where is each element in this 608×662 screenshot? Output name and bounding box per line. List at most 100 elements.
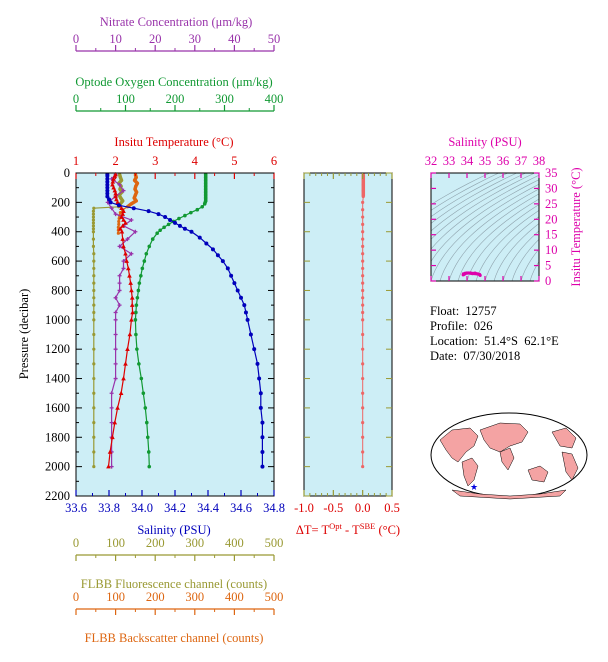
profile-row: Profile: 026 xyxy=(430,319,559,334)
salinity-axis-title: Salinity (PSU) xyxy=(137,523,210,537)
nitrate-point xyxy=(113,361,118,366)
fluorescence-tick-label: 500 xyxy=(265,536,284,550)
fluorescence-point xyxy=(92,303,96,307)
ts-density-contour xyxy=(431,173,508,218)
delta-t-point xyxy=(361,318,365,322)
ts-density-contour xyxy=(448,193,539,281)
fluorescence-point xyxy=(91,237,96,241)
fluorescence-point xyxy=(92,450,96,454)
nitrate-point xyxy=(113,310,118,315)
ts-density-contour xyxy=(431,173,517,224)
delta-t-point xyxy=(361,266,365,271)
salinity-point xyxy=(156,212,161,217)
salinity-point xyxy=(255,361,260,366)
ts-temperature-tick-label: 35 xyxy=(545,166,558,180)
location-label: Location: xyxy=(430,334,478,348)
delta-t-tick-label: -1.0 xyxy=(294,501,314,515)
backscatter-tick-label: 100 xyxy=(106,590,125,604)
fluorescence-point xyxy=(92,406,96,410)
map-land xyxy=(439,422,579,500)
ts-point xyxy=(469,271,473,275)
salinity-point xyxy=(260,449,265,454)
temperature-point xyxy=(123,220,128,225)
oxygen-point xyxy=(136,288,141,293)
fluorescence-point xyxy=(92,296,96,300)
salinity-point xyxy=(235,288,240,293)
backscatter-tick-label: 200 xyxy=(146,590,165,604)
salinity-point xyxy=(105,182,110,187)
salinity-point xyxy=(239,295,243,300)
oxygen-point xyxy=(146,450,151,454)
ts-plot-area xyxy=(431,173,539,281)
nitrate-tick-label: 10 xyxy=(109,32,122,46)
oxygen-axis-title: Optode Oxygen Concentration (μm/kg) xyxy=(75,75,272,89)
salinity-point xyxy=(168,217,173,222)
oxygen-point xyxy=(134,310,138,315)
oxygen-tick-label: 300 xyxy=(215,92,234,106)
salinity-tick-label: 34.8 xyxy=(263,501,285,515)
fluorescence-point xyxy=(92,465,96,469)
oxygen-tick-label: 100 xyxy=(116,92,135,106)
profile-plot: 1 2 3 4 5 6 33.6 33.8 34.0 34.2 34.4 34.6 34.8 0 200 40… xyxy=(45,154,285,515)
fluorescence-point xyxy=(91,230,96,234)
ts-density-contour xyxy=(484,216,539,281)
backscatter-point xyxy=(116,225,120,229)
salinity-point xyxy=(204,241,209,246)
backscatter-tick-label: 300 xyxy=(185,590,204,604)
fluorescence-point xyxy=(92,318,96,322)
temperature-point xyxy=(119,205,124,211)
pressure-tick-label: 2000 xyxy=(45,460,70,474)
oxygen-point xyxy=(134,332,138,337)
fluorescence-point xyxy=(91,209,96,213)
salinity-point xyxy=(163,215,168,220)
salinity-point xyxy=(197,235,202,240)
oxygen-point xyxy=(144,420,149,425)
fluorescence-point xyxy=(92,288,96,293)
pressure-tick-label: 600 xyxy=(51,254,70,268)
delta-t-point xyxy=(361,222,365,226)
salinity-point xyxy=(189,229,194,234)
ts-density-contour xyxy=(431,174,539,250)
oxygen-point xyxy=(141,391,146,396)
ts-temperature-tick-label: 20 xyxy=(545,212,558,226)
temperature-point xyxy=(129,317,134,322)
ts-salinity-tick-label: 32 xyxy=(425,154,438,168)
temperature-point xyxy=(121,376,126,381)
salinity-point xyxy=(248,332,253,337)
salinity-tick-label: 34.6 xyxy=(230,501,252,515)
ts-density-contour xyxy=(431,173,526,232)
salinity-point xyxy=(258,405,263,410)
temperature-point xyxy=(120,223,126,228)
float-info: Float: 12757 Profile: 026 Location: 51.4… xyxy=(430,304,559,364)
fluorescence-tick-label: 200 xyxy=(146,536,165,550)
temperature-point xyxy=(129,302,135,307)
fluorescence-point xyxy=(91,212,96,216)
temperature-point xyxy=(129,295,135,300)
pressure-tick-label: 1600 xyxy=(45,401,70,415)
delta-t-point xyxy=(361,450,365,454)
ts-temperature-tick-label: 25 xyxy=(545,197,558,211)
ts-salinity-tick-label: 36 xyxy=(497,154,510,168)
ts-density-contour xyxy=(431,183,539,281)
backscatter-tick-label: 0 xyxy=(73,590,79,604)
nitrate-point xyxy=(121,266,126,271)
delta-t-point xyxy=(361,420,365,425)
float-location-marker: ★ xyxy=(470,482,478,492)
pressure-tick-label: 400 xyxy=(51,225,70,239)
temperature-point xyxy=(123,361,128,366)
fluorescence-point xyxy=(92,347,96,351)
ts-density-contour xyxy=(431,173,499,211)
oxygen-point xyxy=(137,281,142,285)
nitrate-point xyxy=(117,182,122,187)
ts-density-contour xyxy=(431,173,535,240)
delta-t-point xyxy=(361,296,365,300)
salinity-point xyxy=(105,185,110,190)
temperature-tick-label: 2 xyxy=(112,154,118,168)
ts-point xyxy=(462,272,466,276)
fluorescence-axis: 0 100 200 300 400 500 xyxy=(73,536,284,561)
nitrate-point xyxy=(121,259,126,264)
salinity-point xyxy=(215,253,220,258)
salinity-point xyxy=(108,200,113,205)
temperature-point xyxy=(125,265,131,271)
